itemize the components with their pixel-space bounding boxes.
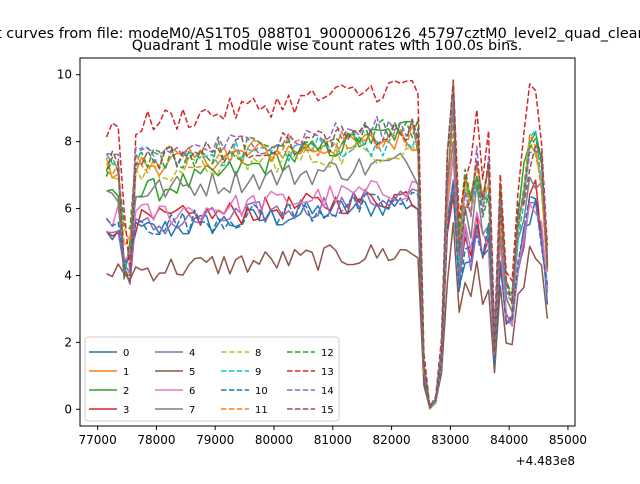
legend-label: 5 (189, 367, 195, 378)
x-tick-label: 78000 (137, 433, 175, 447)
x-tick-label: 83000 (431, 433, 469, 447)
series-line-6 (105, 155, 549, 409)
legend-label: 1 (123, 367, 129, 378)
x-offset-label: +4.483e8 (516, 454, 575, 468)
legend-label: 2 (123, 386, 129, 397)
x-tick-label: 80000 (255, 433, 293, 447)
series-line-4 (106, 179, 549, 410)
y-tick-label: 0 (64, 402, 72, 416)
y-axis: 0 2 4 6 8 10 (57, 68, 80, 416)
legend-label: 12 (321, 348, 334, 359)
legend-label: 9 (255, 367, 261, 378)
legend-label: 11 (255, 405, 268, 416)
series-line-15 (105, 81, 549, 408)
y-tick-label: 4 (64, 268, 72, 282)
series-line-10 (105, 182, 549, 408)
figure-suptitle: Light curves from file: modeM0/AS1T05_08… (0, 26, 640, 42)
y-tick-label: 2 (64, 335, 72, 349)
legend-label: 15 (321, 405, 334, 416)
x-tick-label: 85000 (549, 433, 587, 447)
series-line-13 (105, 79, 549, 408)
legend-label: 4 (189, 348, 195, 359)
x-tick-label: 82000 (372, 433, 410, 447)
series-line-5 (106, 222, 549, 409)
series-line-7 (106, 141, 549, 408)
series-line-9 (105, 93, 549, 408)
legend-label: 13 (321, 367, 334, 378)
legend-box (84, 336, 340, 422)
y-tick-label: 10 (57, 68, 72, 82)
legend-label: 10 (255, 386, 268, 397)
plot-area-frame (79, 57, 576, 427)
series-layer (105, 79, 549, 410)
x-axis: 77000 78000 79000 80000 81000 82000 83000 84000… (79, 426, 587, 447)
legend-label: 6 (189, 386, 195, 397)
y-tick-label: 8 (64, 135, 72, 149)
y-tick-label: 6 (64, 202, 72, 216)
legend-label: 3 (123, 405, 129, 416)
x-tick-label: 77000 (79, 433, 117, 447)
legend-label: 8 (255, 348, 261, 359)
legend-label: 7 (189, 405, 195, 416)
x-tick-label: 84000 (490, 433, 528, 447)
x-tick-label: 81000 (314, 433, 352, 447)
legend-label: 0 (123, 348, 129, 359)
x-tick-label: 79000 (196, 433, 234, 447)
legend-label: 14 (321, 386, 334, 397)
chart-title: Quadrant 1 module wise count rates with … (132, 38, 523, 54)
